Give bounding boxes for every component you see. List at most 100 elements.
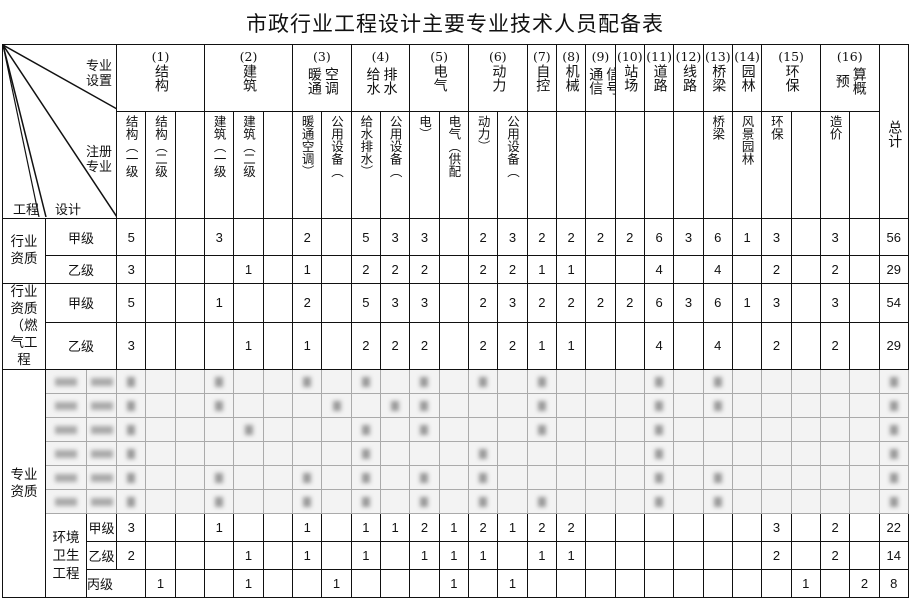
blurred-text	[479, 472, 488, 483]
blur-overlay	[528, 371, 555, 393]
specialty-header: (16) 算概预	[819, 44, 880, 112]
blurred-text	[889, 400, 898, 411]
value-cell: 6	[643, 283, 675, 323]
specialty-name: 自控	[534, 64, 551, 92]
redacted-cell	[497, 417, 528, 442]
registered-specialty-header: 环保	[761, 111, 792, 219]
redacted-cell	[85, 441, 118, 466]
value-cell: 5	[116, 218, 147, 256]
value-cell: 2	[585, 283, 616, 323]
blur-overlay	[47, 443, 86, 465]
blur-overlay	[88, 419, 116, 441]
blur-overlay	[294, 395, 321, 417]
blurred-text	[332, 400, 341, 411]
redacted-cell	[585, 393, 616, 418]
redacted-cell	[526, 393, 557, 418]
redacted-cell	[321, 393, 352, 418]
value-cell	[174, 541, 206, 570]
redacted-cell	[702, 393, 733, 418]
blurred-text	[420, 376, 429, 387]
blur-overlay	[147, 419, 174, 441]
grade-label: 甲级	[44, 283, 118, 323]
value-cell: 2	[555, 513, 587, 542]
blur-overlay	[47, 371, 86, 393]
value-cell: 3	[116, 255, 147, 284]
value-cell	[379, 541, 411, 570]
total-cell: 8	[878, 569, 909, 598]
registered-specialty-header: 公用设备（	[321, 111, 352, 219]
specialty-number: (12)	[675, 49, 702, 64]
blur-overlay	[118, 467, 145, 489]
value-cell: 2	[614, 283, 645, 323]
redacted-cell	[438, 465, 469, 490]
blur-overlay	[147, 371, 174, 393]
value-cell	[849, 218, 880, 256]
value-cell: 6	[702, 283, 733, 323]
blurred-text	[361, 448, 370, 459]
blur-overlay	[382, 467, 409, 489]
redacted-cell	[643, 441, 675, 466]
registered-specialty-header: 电）	[409, 111, 440, 219]
redacted-cell	[438, 417, 469, 442]
registered-specialty-label: 建筑（一级	[211, 115, 227, 178]
value-cell: 1	[204, 513, 235, 542]
blur-overlay	[821, 419, 848, 441]
redacted-cell	[116, 441, 147, 466]
redacted-cell	[409, 393, 440, 418]
value-cell: 3	[761, 513, 792, 542]
blur-overlay	[557, 443, 584, 465]
blur-overlay	[323, 395, 350, 417]
blur-overlay	[469, 467, 496, 489]
blur-overlay	[352, 443, 379, 465]
specialty-header: (3) 空调暖通	[292, 44, 352, 112]
total-cell: 29	[878, 255, 909, 284]
blur-overlay	[469, 491, 496, 513]
value-cell: 5	[350, 218, 382, 256]
value-cell: 2	[761, 321, 792, 371]
value-cell	[731, 513, 763, 542]
value-cell: 2	[467, 218, 499, 256]
value-cell	[467, 569, 499, 598]
value-cell	[204, 541, 235, 570]
redacted-cell	[379, 417, 411, 442]
value-cell: 2	[350, 321, 382, 371]
specialty-header: (1) 结构	[116, 44, 206, 112]
value-cell: 2	[849, 569, 880, 598]
qualification-category-label: 行业资质（燃气工程	[10, 284, 38, 369]
specialty-name: 空调暖通	[305, 67, 339, 95]
blurred-text	[391, 400, 400, 411]
blurred-text	[713, 472, 722, 483]
blur-overlay	[264, 491, 291, 513]
blur-overlay	[235, 467, 262, 489]
blurred-text	[90, 401, 113, 410]
redacted-cell	[849, 465, 880, 490]
value-cell: 1	[292, 321, 323, 371]
value-cell	[731, 569, 763, 598]
redacted-cell	[819, 441, 851, 466]
blur-overlay	[499, 443, 526, 465]
redacted-cell	[497, 489, 528, 514]
blurred-text	[127, 448, 136, 459]
value-cell: 2	[379, 321, 411, 371]
specialty-number: (1)	[151, 49, 170, 64]
redacted-cell	[555, 441, 587, 466]
blurred-text	[361, 496, 370, 507]
blur-overlay	[440, 443, 467, 465]
blur-overlay	[176, 419, 203, 441]
redacted-cell	[350, 393, 382, 418]
redacted-cell	[761, 417, 792, 442]
value-cell: 3	[204, 218, 235, 256]
blurred-text	[55, 425, 77, 434]
redacted-cell	[85, 489, 118, 514]
blur-overlay	[821, 443, 848, 465]
redacted-cell	[761, 393, 792, 418]
value-cell: 1	[731, 218, 763, 256]
blur-overlay	[499, 395, 526, 417]
value-cell: 2	[819, 513, 851, 542]
redacted-cell	[45, 489, 87, 514]
value-cell	[673, 321, 704, 371]
value-cell	[790, 541, 821, 570]
blur-overlay	[880, 467, 907, 489]
value-cell	[614, 255, 645, 284]
blurred-text	[420, 400, 429, 411]
